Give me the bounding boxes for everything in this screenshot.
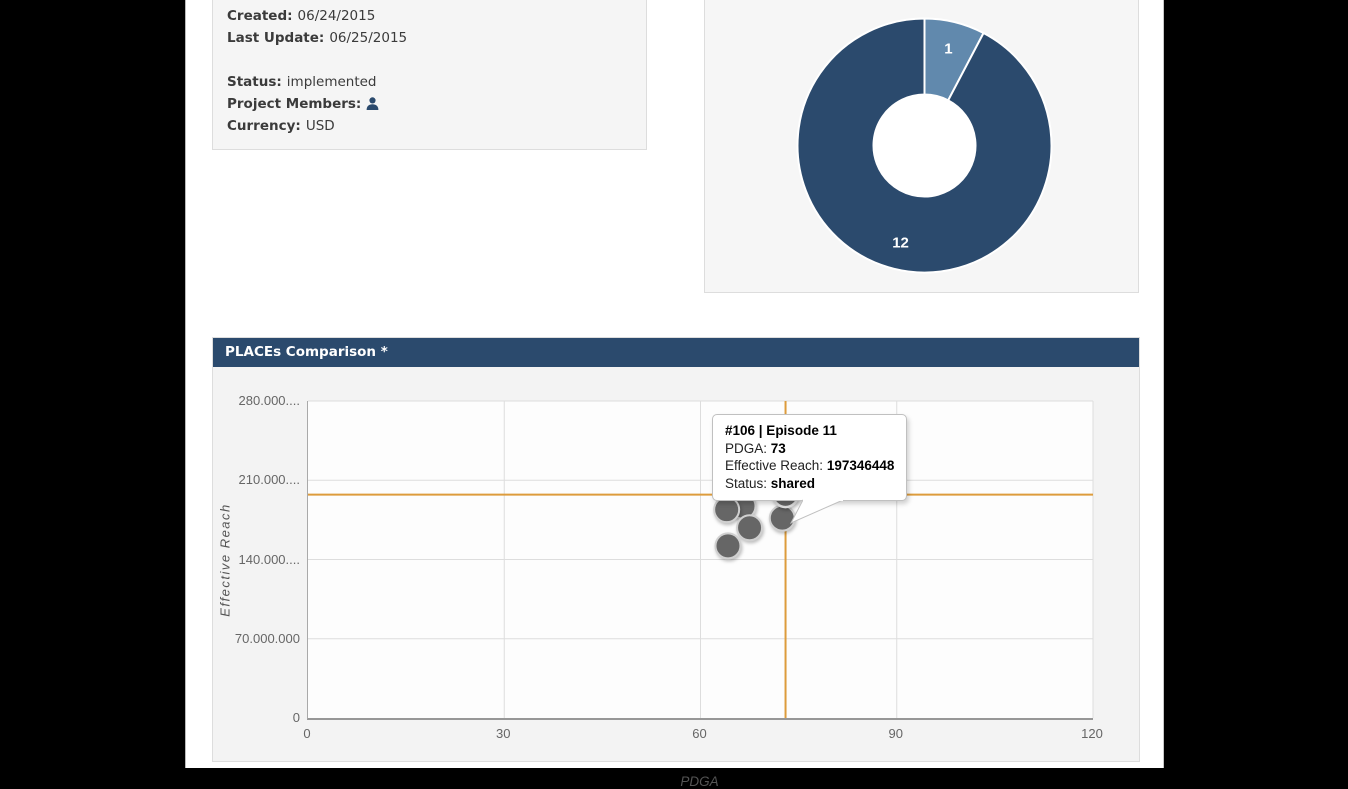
field-label: Created:: [227, 8, 293, 24]
field-label: Project Members:: [227, 96, 362, 112]
field-label: Status:: [227, 74, 282, 90]
x-tick-label: 0: [303, 726, 311, 741]
field-value: 06/24/2015: [297, 8, 376, 24]
x-tick-label: 120: [1081, 726, 1103, 741]
plot-area: [307, 400, 1094, 720]
y-tick-label: 140.000....: [238, 551, 300, 567]
chart-tooltip: #106 | Episode 11 PDGA: 73 Effective Rea…: [712, 414, 908, 525]
tooltip-title: #106 | Episode 11: [725, 423, 837, 438]
donut-slice-label: 1: [944, 40, 952, 57]
y-tick-label: 70.000.000: [234, 630, 300, 646]
donut-slice-label: 12: [892, 235, 909, 252]
x-tick-label: 30: [496, 726, 511, 741]
info-row-last-update: Last Update: 06/25/2015: [227, 27, 646, 49]
field-value: 06/25/2015: [329, 30, 408, 46]
tooltip-row-pdga: PDGA: 73: [725, 440, 786, 456]
places-status-donut-panel: 1 12: [704, 0, 1139, 293]
field-label: Last Update:: [227, 30, 325, 46]
x-axis-title: PDGA: [680, 774, 719, 789]
tooltip-row-status: Status: shared: [725, 475, 816, 491]
scatter-point[interactable]: [736, 514, 764, 542]
x-tick-label: 60: [692, 726, 707, 741]
page: { "colors": { "navy": "#2b4a6d", "donut_…: [185, 0, 1164, 789]
content-page: Created: 06/24/2015 Last Update: 06/25/201…: [185, 0, 1164, 789]
info-row-status: Status: implemented: [227, 71, 646, 93]
donut-slice-12[interactable]: [796, 17, 1053, 274]
field-value: implemented: [286, 74, 377, 90]
field-value: USD: [305, 118, 335, 134]
info-row-created: Created: 06/24/2015: [227, 5, 646, 27]
y-tick-label: 210.000....: [238, 472, 300, 488]
tooltip-row-reach: Effective Reach: 197346448: [725, 458, 895, 473]
info-row-project-members: Project Members:: [227, 93, 646, 115]
user-icon[interactable]: [366, 95, 379, 117]
info-row-currency: Currency: USD: [227, 115, 646, 137]
donut-chart: 1 12: [705, 0, 1138, 291]
project-info-panel: Created: 06/24/2015 Last Update: 06/25/201…: [212, 0, 647, 150]
scatter-point[interactable]: [714, 532, 742, 560]
panel-title: PLACEs Comparison *: [225, 344, 388, 360]
x-tick-label: 90: [888, 726, 903, 741]
y-tick-label: 280.000....: [238, 393, 300, 408]
scatter-chart: Effective Reach PDGA #106 | Episode 11 P…: [213, 367, 1139, 789]
places-comparison-panel: PLACEs Comparison * Effective Reach PDGA…: [212, 337, 1140, 789]
spacer: [227, 49, 646, 71]
panel-header: PLACEs Comparison *: [213, 338, 1139, 367]
tooltip-pointer-icon: [789, 499, 844, 525]
y-tick-label: 0: [292, 710, 300, 725]
field-label: Currency:: [227, 118, 301, 134]
